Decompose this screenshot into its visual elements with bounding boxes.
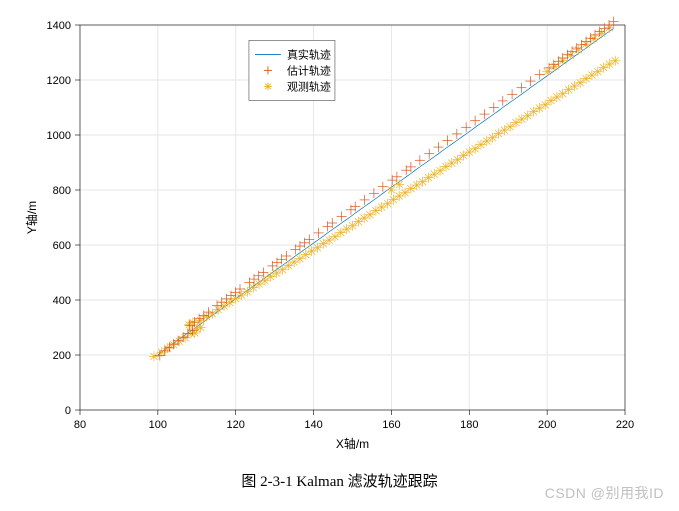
svg-text:220: 220 (616, 419, 634, 431)
svg-text:Y轴/m: Y轴/m (24, 201, 39, 234)
svg-text:真实轨迹: 真实轨迹 (287, 47, 331, 61)
svg-text:400: 400 (53, 295, 71, 307)
chart-container: 80 100 120 140 160 180 200 220 0 200 400 600 800 1000… (20, 10, 640, 460)
svg-text:800: 800 (53, 185, 71, 197)
svg-text:X轴/m: X轴/m (336, 436, 369, 451)
svg-text:估计轨迹: 估计轨迹 (287, 63, 331, 77)
svg-text:100: 100 (149, 419, 167, 431)
svg-text:120: 120 (227, 419, 245, 431)
svg-text:0: 0 (65, 405, 71, 417)
svg-text:1000: 1000 (47, 130, 71, 142)
svg-text:200: 200 (53, 350, 71, 362)
svg-text:1200: 1200 (47, 75, 71, 87)
svg-text:1400: 1400 (47, 20, 71, 32)
watermark-text: CSDN @别用我ID (545, 483, 664, 503)
svg-text:80: 80 (74, 419, 86, 431)
svg-text:140: 140 (304, 419, 322, 431)
svg-text:160: 160 (382, 419, 400, 431)
svg-text:200: 200 (538, 419, 556, 431)
svg-text:600: 600 (53, 240, 71, 252)
chart-svg: 80 100 120 140 160 180 200 220 0 200 400 600 800 1000… (20, 10, 640, 460)
svg-text:观测轨迹: 观测轨迹 (287, 79, 331, 93)
svg-text:180: 180 (460, 419, 478, 431)
